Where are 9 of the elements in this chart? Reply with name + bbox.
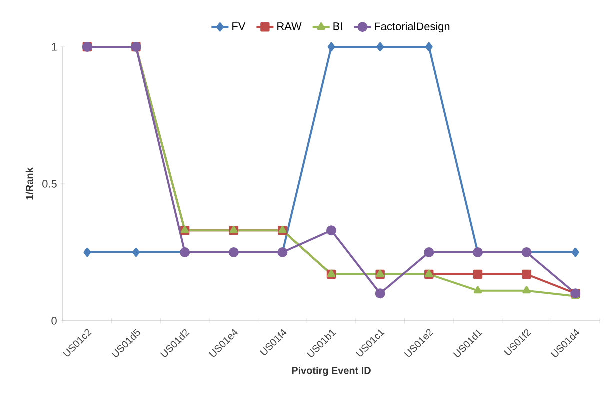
legend-label: RAW [278, 22, 302, 30]
y-axis-title: 1/Rank [26, 168, 34, 200]
legend-label: FactorialDesign [375, 22, 450, 33]
y-tick-label: 1 [52, 43, 57, 51]
y-tick-label: 0.5 [42, 180, 57, 188]
x-axis-title: Pivotirg Event ID [292, 366, 371, 376]
legend-label: FV [232, 22, 246, 30]
y-tick-label: 0 [52, 317, 57, 325]
legend-label: BI [334, 22, 342, 30]
